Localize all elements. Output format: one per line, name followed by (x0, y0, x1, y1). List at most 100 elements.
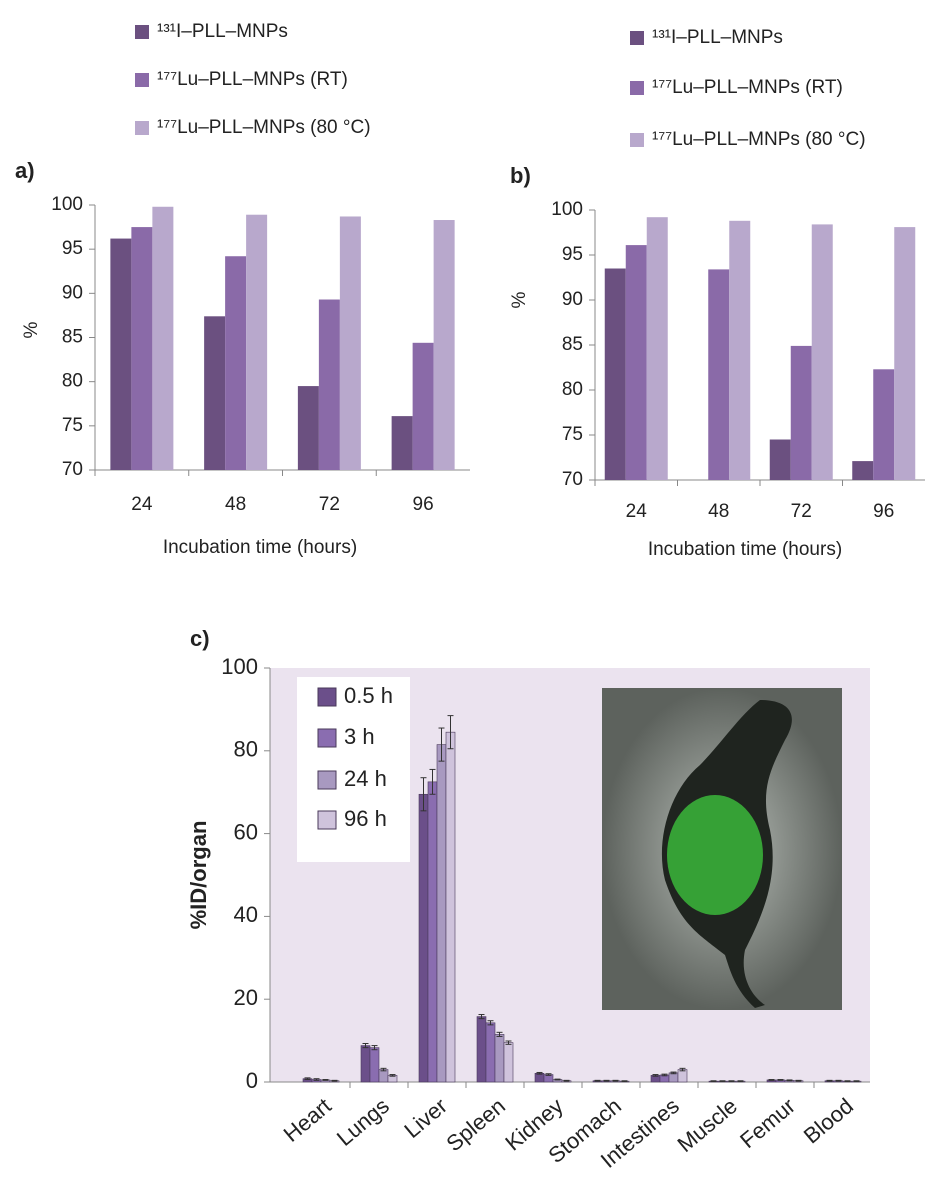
x-tick-label: Femur (735, 1093, 800, 1153)
error-bar (778, 1080, 784, 1081)
y-tick-label: 85 (62, 327, 83, 348)
y-tick-label: 40 (234, 902, 258, 927)
y-tick-label: 100 (221, 654, 258, 679)
error-bar (564, 1080, 570, 1081)
x-tick-label: 24 (131, 494, 153, 515)
bar (495, 1034, 504, 1082)
mouse-image (602, 688, 842, 1010)
panel-label: a) (15, 158, 35, 183)
x-tick-label: Muscle (672, 1093, 741, 1157)
legend-label: ¹³¹I–PLL–MNPs (157, 21, 288, 42)
bar (770, 440, 791, 481)
legend-label: ¹⁷⁷Lu–PLL–MNPs (RT) (652, 77, 843, 98)
bar (434, 220, 455, 470)
y-tick-label: 95 (562, 244, 583, 265)
y-tick-label: 75 (62, 415, 83, 436)
bar (204, 316, 225, 470)
y-axis-label: % (21, 321, 42, 338)
legend-swatch (630, 81, 644, 95)
error-bar (604, 1080, 610, 1081)
y-tick-label: 0 (246, 1068, 258, 1093)
legend-label: 96 h (344, 806, 387, 831)
error-bar (613, 1080, 619, 1081)
error-bar (769, 1080, 775, 1081)
legend-swatch (135, 73, 149, 87)
legend-swatch (630, 133, 644, 147)
x-tick-label: Blood (799, 1093, 858, 1148)
bar (708, 269, 729, 480)
y-tick-label: 90 (562, 289, 583, 310)
bar (246, 215, 267, 470)
bar (319, 300, 340, 470)
legend-swatch (630, 31, 644, 45)
legend-swatch (318, 688, 336, 706)
error-bar (729, 1081, 735, 1082)
y-axis-label: % (509, 291, 530, 308)
error-bar (787, 1080, 793, 1081)
error-bar (332, 1080, 338, 1081)
bar (428, 782, 437, 1082)
error-bar (711, 1081, 717, 1082)
error-bar (555, 1079, 561, 1080)
x-tick-label: 48 (225, 494, 246, 515)
bar (361, 1046, 370, 1082)
bar (437, 745, 446, 1082)
bar (791, 346, 812, 480)
error-bar (738, 1081, 744, 1082)
bar (225, 256, 246, 470)
x-tick-label: 72 (791, 501, 812, 522)
x-tick-label: Lungs (332, 1093, 394, 1151)
legend-swatch (318, 771, 336, 789)
y-tick-label: 85 (562, 334, 583, 355)
page: a)% Incubation time (hours) 70 75 80 85 90 95 10… (0, 0, 930, 1199)
bar (392, 416, 413, 470)
error-bar (622, 1081, 628, 1082)
legend-swatch (135, 25, 149, 39)
error-bar (796, 1080, 802, 1081)
y-tick-label: 80 (562, 379, 583, 400)
bar (852, 461, 873, 480)
bar (873, 369, 894, 480)
x-tick-label: 72 (319, 494, 340, 515)
y-axis-label: %ID/organ (186, 821, 211, 930)
bar (894, 227, 915, 480)
bar (486, 1023, 495, 1082)
y-tick-label: 70 (62, 459, 83, 480)
y-tick-label: 90 (62, 282, 83, 303)
bar (413, 343, 434, 470)
legend-swatch (135, 121, 149, 135)
legend-label: ¹³¹I–PLL–MNPs (652, 27, 783, 48)
y-tick-label: 20 (234, 985, 258, 1010)
bar (298, 386, 319, 470)
bar (477, 1017, 486, 1082)
y-tick-label: 80 (62, 371, 83, 392)
legend-label: ¹⁷⁷Lu–PLL–MNPs (80 °C) (652, 129, 866, 150)
bar (131, 227, 152, 470)
error-bar (845, 1081, 851, 1082)
legend-label: ¹⁷⁷Lu–PLL–MNPs (RT) (157, 69, 348, 90)
bar (669, 1073, 678, 1082)
y-tick-label: 95 (62, 238, 83, 259)
x-axis-label: Incubation time (hours) (163, 537, 357, 558)
bar (110, 239, 131, 470)
y-tick-label: 70 (562, 469, 583, 490)
x-tick-label: 24 (626, 501, 648, 522)
legend-swatch (318, 729, 336, 747)
y-tick-label: 100 (51, 194, 83, 215)
bar (678, 1070, 687, 1082)
bar (605, 269, 626, 481)
error-bar (720, 1081, 726, 1082)
x-tick-label: 48 (708, 501, 729, 522)
x-tick-label: Heart (279, 1093, 336, 1147)
figure: a)% Incubation time (hours) 70 75 80 85 90 95 10… (0, 0, 930, 1199)
bar (370, 1048, 379, 1082)
y-tick-label: 80 (234, 737, 258, 762)
bar (446, 732, 455, 1082)
legend-label: 24 h (344, 766, 387, 791)
bar (729, 221, 750, 480)
bar (812, 224, 833, 480)
y-tick-label: 60 (234, 819, 258, 844)
error-bar (827, 1080, 833, 1081)
bar (504, 1043, 513, 1082)
error-bar (836, 1080, 842, 1081)
